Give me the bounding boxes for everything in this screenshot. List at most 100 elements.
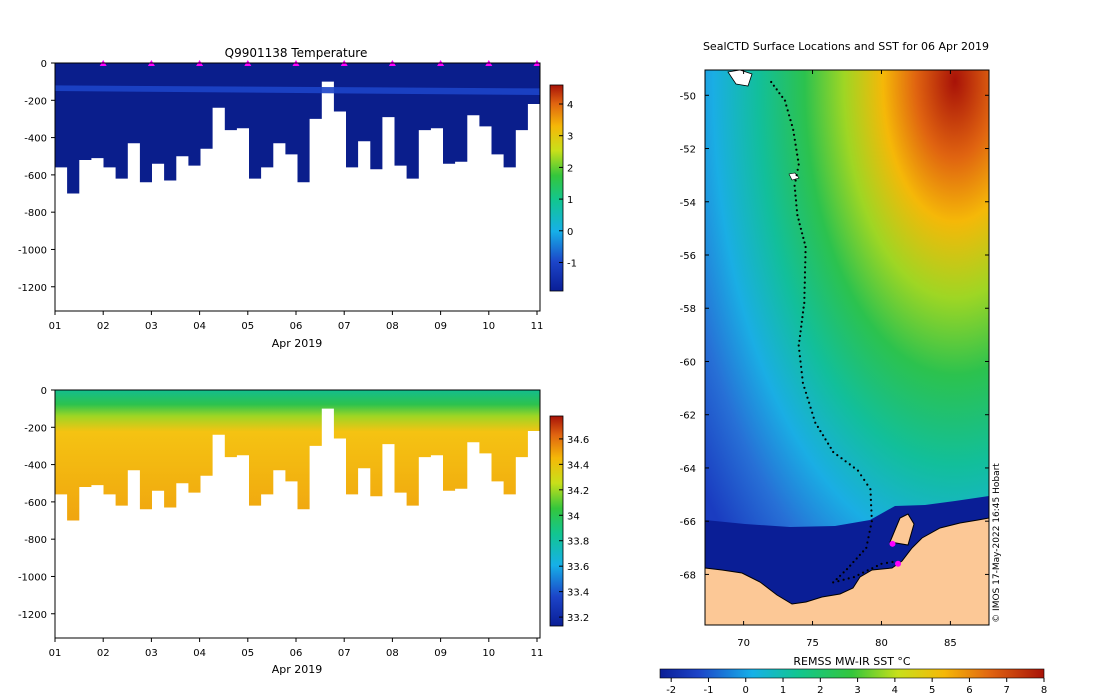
track-point bbox=[796, 158, 800, 161]
x-tick-label: 08 bbox=[386, 321, 399, 332]
salinity-plot-frame bbox=[54, 389, 541, 639]
track-point bbox=[808, 401, 811, 404]
track-point bbox=[789, 119, 792, 122]
y-tick-label: -800 bbox=[24, 535, 47, 546]
colorbar-tick-label: 34.2 bbox=[567, 486, 589, 497]
track-point bbox=[869, 488, 872, 491]
y-tick-label: -200 bbox=[24, 423, 47, 434]
track-point bbox=[835, 578, 838, 581]
map-frame bbox=[704, 69, 990, 626]
track-point bbox=[852, 560, 855, 564]
colorbar-tick-label: 3 bbox=[567, 132, 573, 143]
track-point bbox=[836, 454, 839, 457]
y-tick-label: -1200 bbox=[18, 283, 47, 294]
x-tick-label: 03 bbox=[145, 648, 158, 659]
track-point bbox=[839, 574, 842, 577]
track-point bbox=[794, 189, 797, 192]
track-point bbox=[792, 133, 796, 136]
colorbar-tick-label: -1 bbox=[567, 258, 577, 269]
sst-colorbar-tick-label: -2 bbox=[666, 685, 676, 696]
track-point bbox=[867, 536, 870, 539]
track-point bbox=[852, 466, 856, 469]
track-point bbox=[799, 360, 802, 363]
track-point bbox=[806, 396, 809, 399]
track-point bbox=[863, 478, 866, 481]
track-point bbox=[796, 214, 799, 217]
y-tick-label: -600 bbox=[24, 498, 47, 509]
track-point bbox=[885, 561, 889, 565]
track-point bbox=[794, 199, 798, 202]
colorbar-tick-label: 4 bbox=[567, 100, 573, 111]
map-title: SealCTD Surface Locations and SST for 06… bbox=[703, 40, 989, 53]
track-point bbox=[842, 571, 845, 574]
track-point bbox=[866, 569, 869, 572]
map-lat-tick-label: -52 bbox=[680, 145, 696, 156]
x-tick-label: 02 bbox=[97, 321, 110, 332]
seal-position bbox=[895, 560, 902, 567]
sst-map-panel: SealCTD Surface Locations and SST for 06… bbox=[659, 40, 1047, 696]
track-point bbox=[837, 580, 840, 583]
track-point bbox=[794, 194, 797, 197]
y-tick-label: -800 bbox=[24, 208, 47, 219]
colorbar-tick-label: 34.6 bbox=[567, 435, 589, 446]
track-point bbox=[849, 564, 852, 567]
track-point bbox=[800, 325, 803, 328]
track-point bbox=[803, 276, 807, 279]
track-point bbox=[803, 271, 807, 274]
sst-colorbar-tick-label: 7 bbox=[1004, 685, 1010, 696]
track-point bbox=[803, 296, 806, 299]
colorbar-tick-label: 33.8 bbox=[567, 537, 589, 548]
track-point bbox=[862, 571, 865, 574]
x-tick-label: 04 bbox=[193, 648, 206, 659]
colorbar-tick-label: 33.2 bbox=[567, 613, 589, 624]
track-point bbox=[811, 411, 814, 414]
sst-colorbar-tick-label: 5 bbox=[929, 685, 935, 696]
salinity-colorbar bbox=[549, 415, 564, 627]
track-point bbox=[804, 266, 807, 269]
x-tick-label: 09 bbox=[434, 648, 447, 659]
track-point bbox=[821, 434, 825, 437]
track-point bbox=[880, 562, 883, 565]
temperature-x-label: Apr 2019 bbox=[272, 337, 323, 350]
track-point bbox=[891, 560, 894, 564]
track-point bbox=[870, 514, 873, 518]
track-point bbox=[797, 163, 800, 166]
track-point bbox=[793, 138, 796, 141]
temperature-plot-frame bbox=[54, 62, 541, 312]
track-point bbox=[804, 261, 807, 264]
sst-colorbar-tick-label: 0 bbox=[743, 685, 749, 696]
mcdonald-island bbox=[788, 172, 800, 181]
track-point bbox=[770, 80, 773, 84]
map-lat-tick-label: -58 bbox=[680, 304, 696, 315]
track-point bbox=[869, 498, 873, 501]
track-point bbox=[802, 236, 805, 239]
track-point bbox=[866, 541, 869, 544]
track-point bbox=[804, 391, 808, 394]
track-point bbox=[840, 457, 843, 460]
track-point bbox=[865, 546, 868, 549]
map-lat-tick-label: -60 bbox=[680, 357, 696, 368]
y-tick-label: -1000 bbox=[18, 572, 47, 583]
colorbar-tick-label: 33.6 bbox=[567, 562, 589, 573]
track-point bbox=[795, 209, 799, 212]
salinity-x-label: Apr 2019 bbox=[272, 663, 323, 676]
track-point bbox=[868, 530, 871, 533]
sst-colorbar-tick-label: 8 bbox=[1041, 685, 1047, 696]
salinity-heatmap bbox=[55, 390, 540, 521]
temperature-panel: Q9901138 Temperature 0 -200 -400 -600 -800 -1… bbox=[18, 46, 577, 350]
track-point bbox=[796, 168, 799, 171]
track-point bbox=[801, 311, 805, 314]
x-tick-label: 08 bbox=[386, 648, 399, 659]
track-point bbox=[803, 286, 806, 289]
x-tick-label: 05 bbox=[241, 321, 254, 332]
colorbar-tick-label: 34 bbox=[567, 511, 580, 522]
x-tick-label: 05 bbox=[241, 648, 254, 659]
map-lat-tick-label: -62 bbox=[680, 411, 696, 422]
track-point bbox=[832, 450, 835, 454]
x-tick-label: 11 bbox=[531, 648, 544, 659]
y-tick-label: -1200 bbox=[18, 610, 47, 621]
amery-ice-shelf-coast bbox=[889, 513, 915, 546]
sst-colorbar-label: REMSS MW-IR SST °C bbox=[793, 655, 911, 668]
track-point bbox=[785, 104, 788, 107]
track-point bbox=[862, 550, 865, 553]
